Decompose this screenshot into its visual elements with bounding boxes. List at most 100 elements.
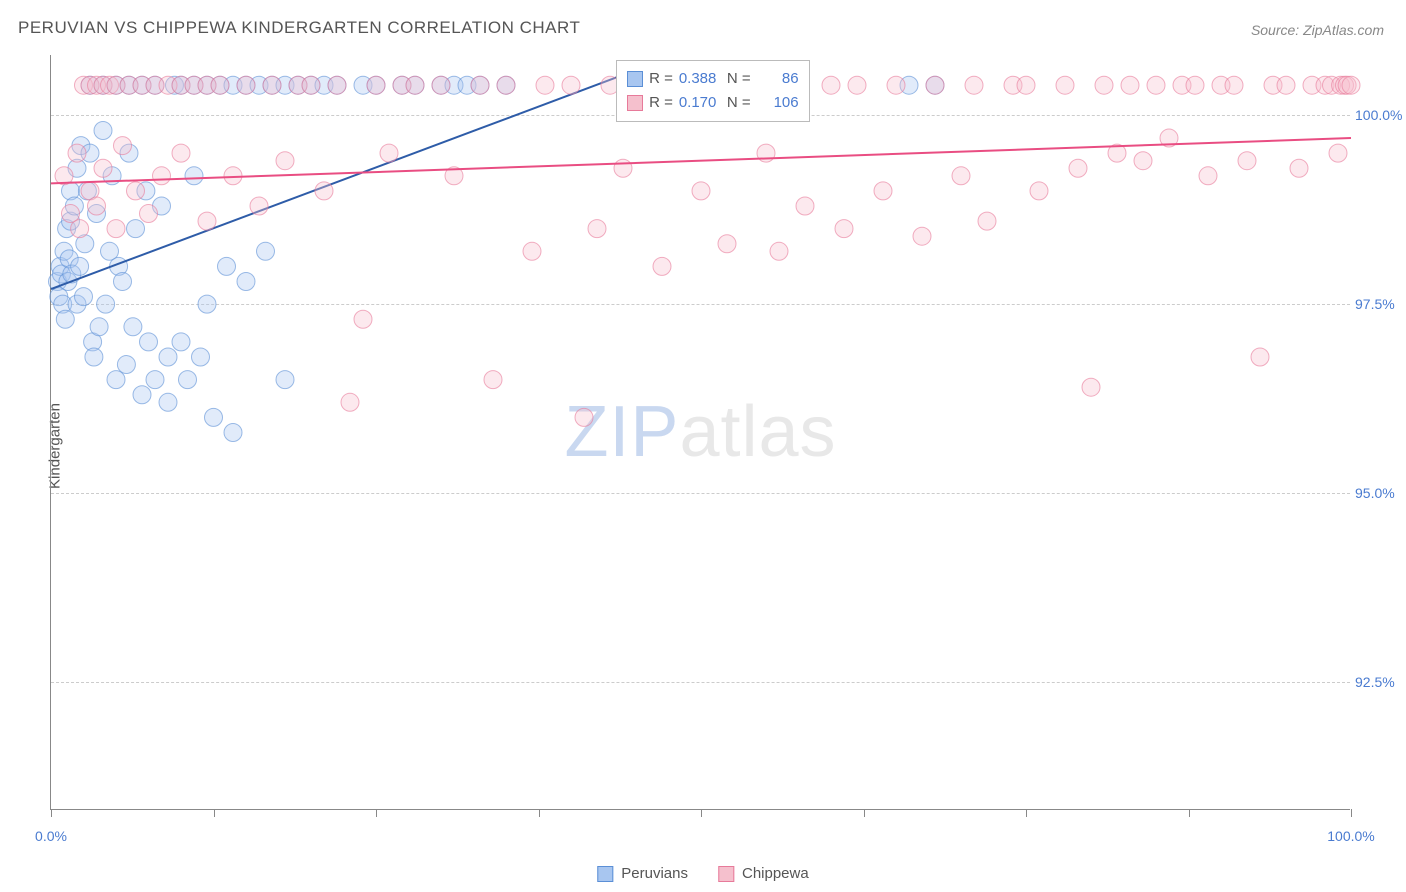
stat-r-value: 0.170 [679, 91, 721, 115]
data-point [1056, 76, 1074, 94]
stat-r-value: 0.388 [679, 67, 721, 91]
data-point [926, 76, 944, 94]
data-point [1225, 76, 1243, 94]
xtick [1189, 809, 1190, 817]
data-point [127, 182, 145, 200]
data-point [94, 159, 112, 177]
data-point [263, 76, 281, 94]
data-point [913, 227, 931, 245]
data-point [1082, 378, 1100, 396]
ytick-label: 97.5% [1355, 296, 1406, 312]
data-point [874, 182, 892, 200]
data-point [1095, 76, 1113, 94]
ytick-label: 92.5% [1355, 674, 1406, 690]
data-point [887, 76, 905, 94]
ytick-label: 100.0% [1355, 107, 1406, 123]
data-point [185, 167, 203, 185]
data-point [341, 393, 359, 411]
legend-swatch-peruvians [597, 866, 613, 882]
legend-label-chippewa: Chippewa [742, 865, 809, 882]
data-point [85, 348, 103, 366]
legend-swatch-chippewa [718, 866, 734, 882]
data-point [257, 242, 275, 260]
data-point [978, 212, 996, 230]
data-point [192, 348, 210, 366]
legend-item-chippewa: Chippewa [718, 865, 809, 882]
data-point [575, 408, 593, 426]
xtick [864, 809, 865, 817]
chart-plot-area: ZIPatlas 92.5%95.0%97.5%100.0% R =0.388N… [50, 55, 1350, 810]
data-point [68, 144, 86, 162]
data-point [97, 295, 115, 313]
data-point [198, 212, 216, 230]
stat-n-value: 86 [757, 67, 799, 91]
data-point [1186, 76, 1204, 94]
data-point [692, 182, 710, 200]
data-point [172, 144, 190, 162]
data-point [432, 76, 450, 94]
ytick-label: 95.0% [1355, 485, 1406, 501]
data-point [354, 310, 372, 328]
data-point [1290, 159, 1308, 177]
stat-n-value: 106 [757, 91, 799, 115]
data-point [117, 356, 135, 374]
stats-swatch [627, 95, 643, 111]
data-point [140, 205, 158, 223]
stat-n-label: N = [727, 91, 751, 115]
data-point [124, 318, 142, 336]
data-point [114, 137, 132, 155]
data-point [796, 197, 814, 215]
data-point [1069, 159, 1087, 177]
xtick [701, 809, 702, 817]
data-point [114, 273, 132, 291]
stats-swatch [627, 71, 643, 87]
data-point [1342, 76, 1360, 94]
data-point [302, 76, 320, 94]
data-point [276, 371, 294, 389]
data-point [536, 76, 554, 94]
legend-item-peruvians: Peruvians [597, 865, 688, 882]
data-point [952, 167, 970, 185]
data-point [770, 242, 788, 260]
data-point [71, 257, 89, 275]
source-attribution: Source: ZipAtlas.com [1251, 22, 1384, 38]
data-point [1121, 76, 1139, 94]
stats-row: R =0.388N =86 [627, 67, 799, 91]
data-point [146, 371, 164, 389]
data-point [965, 76, 983, 94]
data-point [56, 310, 74, 328]
data-point [484, 371, 502, 389]
data-point [1017, 76, 1035, 94]
xtick [1351, 809, 1352, 817]
data-point [822, 76, 840, 94]
stats-row: R =0.170N =106 [627, 91, 799, 115]
data-point [835, 220, 853, 238]
xtick [51, 809, 52, 817]
correlation-stats-box: R =0.388N =86R =0.170N =106 [616, 60, 810, 122]
data-point [276, 152, 294, 170]
data-point [224, 424, 242, 442]
stat-n-label: N = [727, 67, 751, 91]
data-point [237, 76, 255, 94]
data-point [653, 257, 671, 275]
xtick [376, 809, 377, 817]
data-point [1030, 182, 1048, 200]
data-point [588, 220, 606, 238]
data-point [562, 76, 580, 94]
data-point [328, 76, 346, 94]
stat-r-label: R = [649, 91, 673, 115]
data-point [1147, 76, 1165, 94]
data-point [614, 159, 632, 177]
data-point [380, 144, 398, 162]
data-point [205, 408, 223, 426]
xtick-label: 100.0% [1327, 828, 1374, 844]
xtick [1026, 809, 1027, 817]
scatter-plot-svg [51, 55, 1350, 809]
data-point [94, 122, 112, 140]
data-point [198, 295, 216, 313]
data-point [1251, 348, 1269, 366]
data-point [718, 235, 736, 253]
data-point [237, 273, 255, 291]
data-point [90, 318, 108, 336]
data-point [71, 220, 89, 238]
